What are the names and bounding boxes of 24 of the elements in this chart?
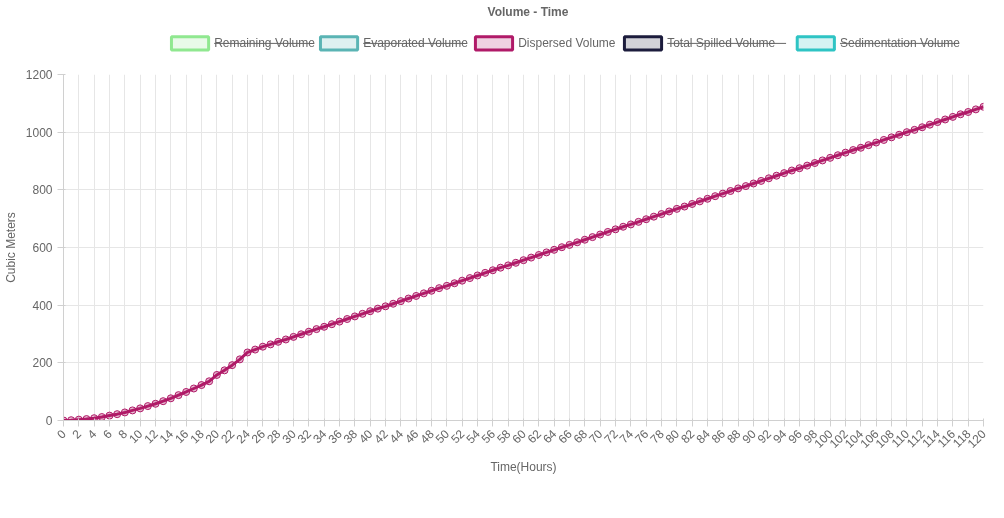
x-tick-label: 0 [54,426,70,442]
x-tick-label: 94 [770,426,790,447]
y-tick-label: 0 [45,414,53,428]
x-tick-label: 34 [310,426,330,447]
x-tick-label: 46 [402,426,422,447]
y-tick-label: 200 [32,356,53,371]
x-tick-label: 28 [264,426,284,447]
x-tick-label: 22 [218,426,238,447]
x-tick-label: 16 [172,426,192,447]
x-tick-label: 4 [84,426,100,442]
x-tick-label: 6 [100,426,116,442]
x-tick-label: 58 [494,426,514,447]
x-tick-label: 2 [69,426,85,442]
y-tick-label: 1200 [25,68,53,82]
y-tick-label: 400 [32,298,53,313]
chart-title: Volume - Time [487,5,569,20]
x-tick-label: 88 [724,426,744,447]
legend-label: Dispersed Volume [518,36,616,51]
y-tick-label: 600 [32,241,53,255]
y-axis-title: Cubic Meters [3,212,18,283]
y-tick-label: 1000 [25,125,53,140]
x-axis-title: Time(Hours) [490,460,557,475]
x-tick-label: 82 [678,426,698,447]
y-tick-label: 800 [32,183,53,198]
